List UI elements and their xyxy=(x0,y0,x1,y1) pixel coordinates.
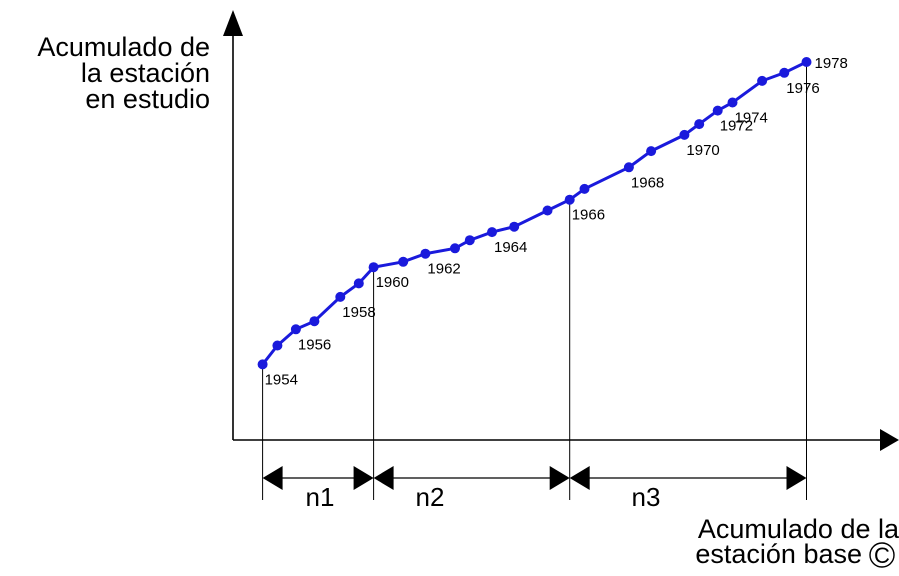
data-point xyxy=(801,57,812,67)
data-point xyxy=(487,227,497,238)
segment-label-n1: n1 xyxy=(306,482,335,512)
year-label: 1974 xyxy=(735,110,768,127)
y-axis-arrow xyxy=(223,10,243,36)
dimension-arrow-right xyxy=(786,466,807,490)
dimension-arrow-left xyxy=(373,466,394,490)
year-label: 1962 xyxy=(427,261,460,278)
data-point xyxy=(464,235,475,246)
x-label-circle-letter: C xyxy=(874,543,890,568)
segment-dimensions xyxy=(262,466,807,490)
data-point xyxy=(368,262,379,273)
x-label-circle xyxy=(869,542,895,568)
data-point xyxy=(420,248,431,259)
data-point xyxy=(779,67,790,78)
data-point xyxy=(712,105,723,116)
data-point xyxy=(398,256,409,267)
year-label: 1960 xyxy=(376,274,409,291)
year-label: 1964 xyxy=(494,239,527,256)
segment-label-n3: n3 xyxy=(632,482,661,512)
data-point xyxy=(679,129,690,140)
data-point xyxy=(257,359,268,370)
data-point xyxy=(542,205,553,216)
x-label-line-1: Acumulado de la xyxy=(698,514,899,544)
data-point xyxy=(272,340,283,351)
data-point xyxy=(509,221,520,232)
data-point xyxy=(757,75,768,86)
break-lines xyxy=(262,62,807,500)
data-point xyxy=(564,194,575,205)
x-axis-arrow xyxy=(880,429,899,451)
year-label: 1978 xyxy=(815,55,848,72)
data-point xyxy=(646,146,657,157)
data-point xyxy=(623,162,634,173)
year-label: 1970 xyxy=(686,142,719,159)
year-label: 1956 xyxy=(298,336,331,353)
dimension-arrow-right xyxy=(549,466,570,490)
dimension-arrow-left xyxy=(262,466,283,490)
year-label: 1972 xyxy=(720,118,753,135)
y-label-line-3: en estudio xyxy=(85,84,210,114)
data-point xyxy=(290,324,301,335)
data-point xyxy=(727,97,738,108)
y-label-line-1: Acumulado de xyxy=(37,32,210,62)
y-label-line-2: la estación xyxy=(81,58,210,88)
segment-label-n2: n2 xyxy=(416,482,445,512)
data-point xyxy=(335,291,346,302)
year-label: 1954 xyxy=(265,371,298,388)
data-point xyxy=(694,119,705,130)
data-point xyxy=(579,183,590,194)
year-label: 1968 xyxy=(631,174,664,191)
year-label: 1958 xyxy=(342,304,375,321)
year-label: 1976 xyxy=(786,80,819,97)
dimension-arrow-right xyxy=(353,466,374,490)
data-point xyxy=(309,316,320,327)
x-label-line-2: estación base xyxy=(695,539,862,569)
year-label: 1966 xyxy=(572,207,605,224)
data-point xyxy=(450,243,460,254)
mass-curve-points xyxy=(257,57,812,370)
dimension-arrow-left xyxy=(569,466,590,490)
data-point xyxy=(353,278,364,289)
